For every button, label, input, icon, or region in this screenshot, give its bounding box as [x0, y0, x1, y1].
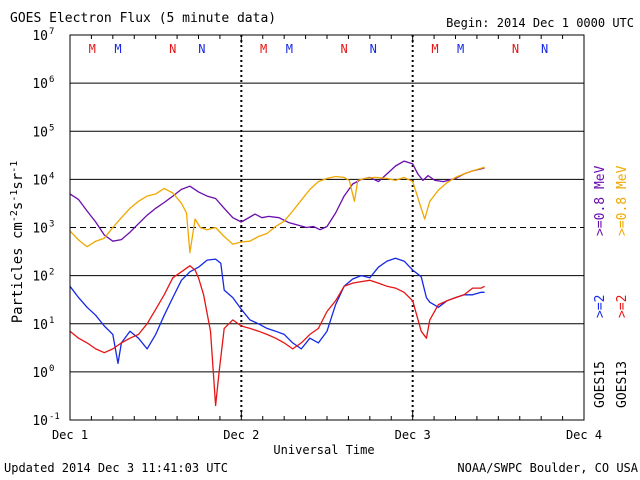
top-marker: N — [341, 42, 348, 56]
chart-title: GOES Electron Flux (5 minute data) — [10, 11, 276, 26]
y-tick-label: 10 — [32, 77, 48, 92]
legend-goes13-2mev: >=2 — [615, 295, 630, 318]
legend-goes13-08mev: >=0.8 MeV — [615, 165, 630, 236]
grid-lines — [69, 35, 585, 420]
y-tick-exponent: 1 — [49, 316, 54, 326]
top-marker: M — [89, 42, 96, 56]
series-line-2 — [69, 257, 485, 365]
legend-goes15-08mev: >=0.8 MeV — [593, 165, 608, 236]
y-tick-exponent: 4 — [49, 171, 54, 181]
y-tick-exponent: -1 — [49, 412, 60, 422]
x-axis-tick-labels: Dec 1 Dec 2 Dec 3 Dec 4 — [52, 428, 602, 442]
plot-frame — [69, 34, 585, 421]
x-tick-label: Dec 4 — [566, 428, 602, 442]
series-line-3 — [69, 265, 485, 407]
y-tick-label: 10 — [32, 29, 48, 44]
series-line-1 — [69, 166, 485, 254]
top-marker: M — [431, 42, 438, 56]
legend: >=0.8 MeV >=0.8 MeV >=2 >=2 GOES15 GOES1… — [593, 165, 630, 408]
credit-text: NOAA/SWPC Boulder, CO USA — [457, 461, 638, 475]
x-axis-label: Universal Time — [273, 443, 374, 457]
top-marker: N — [370, 42, 377, 56]
series-lines — [69, 160, 485, 407]
y-tick-exponent: 6 — [49, 75, 54, 85]
y-tick-exponent: 3 — [49, 220, 54, 230]
y-tick-label: 10 — [32, 222, 48, 237]
updated-timestamp: Updated 2014 Dec 3 11:41:03 UTC — [4, 461, 228, 475]
x-tick-label: Dec 2 — [223, 428, 259, 442]
y-tick-exponent: 0 — [49, 364, 54, 374]
y-axis-label: Particles cm-2s-1sr-1 — [9, 161, 26, 324]
top-marker: N — [169, 42, 176, 56]
top-marker: M — [260, 42, 267, 56]
top-marker: M — [114, 42, 121, 56]
begin-time: Begin: 2014 Dec 1 0000 UTC — [446, 16, 634, 30]
y-tick-label: 10 — [32, 366, 48, 381]
x-tick-label: Dec 3 — [395, 428, 431, 442]
y-tick-label: 10 — [32, 173, 48, 188]
y-tick-exponent: 7 — [49, 27, 54, 37]
legend-goes13: GOES13 — [615, 361, 630, 408]
y-tick-exponent: 2 — [49, 268, 54, 278]
series-line-0 — [69, 160, 485, 242]
top-marker: M — [286, 42, 293, 56]
top-marker: N — [541, 42, 548, 56]
top-marker: N — [198, 42, 205, 56]
y-tick-exponent: 5 — [49, 123, 54, 133]
legend-goes15-2mev: >=2 — [593, 295, 608, 318]
top-marker: N — [512, 42, 519, 56]
y-tick-label: 10 — [32, 318, 48, 333]
y-tick-label: 10 — [32, 270, 48, 285]
y-tick-label: 10 — [32, 125, 48, 140]
top-marker: M — [457, 42, 464, 56]
y-tick-label: 10 — [32, 414, 48, 429]
x-tick-label: Dec 1 — [52, 428, 88, 442]
legend-goes15: GOES15 — [593, 361, 608, 408]
